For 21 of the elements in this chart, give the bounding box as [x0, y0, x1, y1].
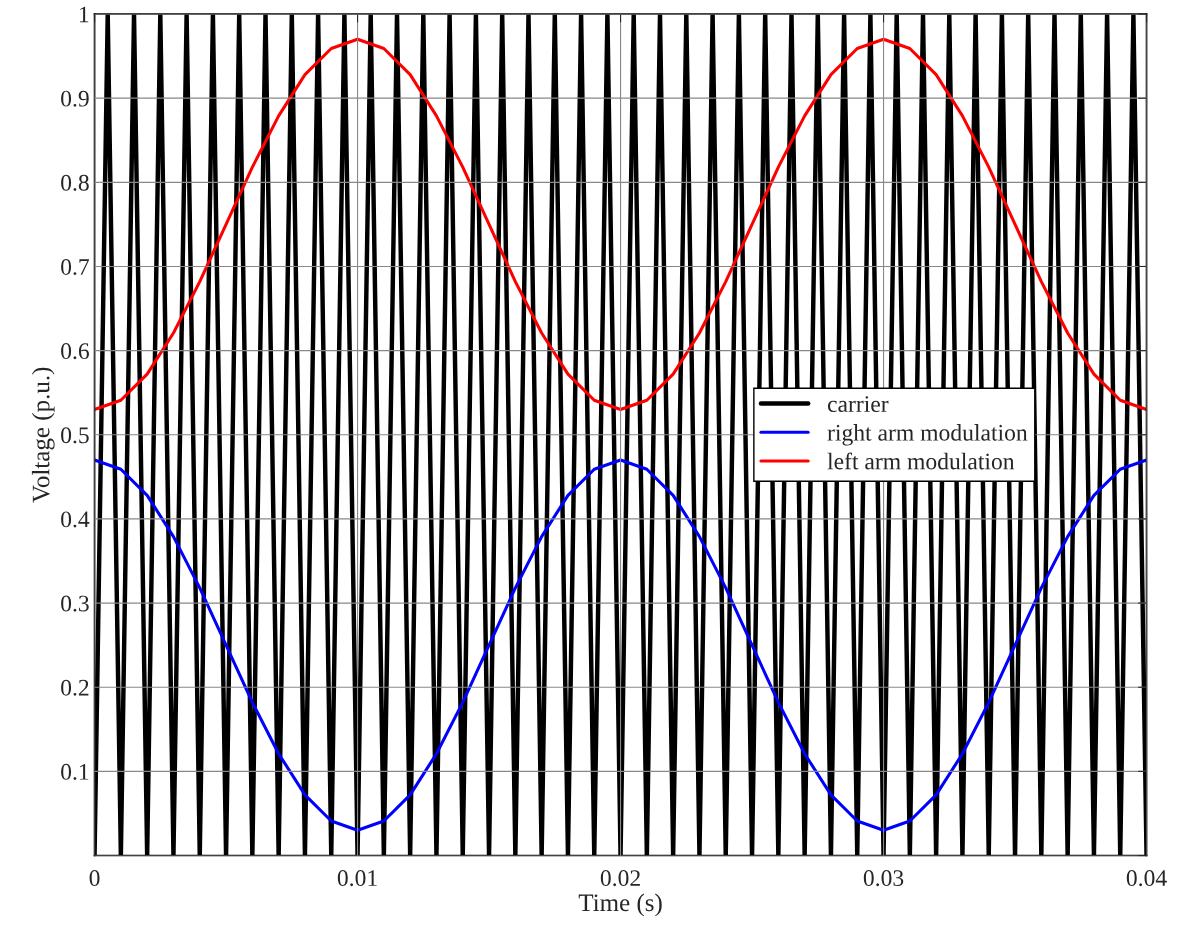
legend-label: right arm modulation: [827, 424, 1028, 446]
y-tick-label: 0.6: [61, 343, 89, 360]
y-tick-label: 0.2: [61, 679, 89, 696]
y-tick-label: 0.4: [61, 511, 90, 528]
x-tick-label: 0.03: [863, 870, 904, 887]
y-tick-label: 0.9: [61, 90, 89, 107]
y-tick-label: 0.7: [61, 258, 90, 275]
legend-label: carrier: [827, 396, 889, 413]
legend-label: left arm modulation: [827, 452, 1015, 470]
x-tick-label: 0: [89, 870, 100, 887]
line-series: [94, 37, 1147, 412]
y-tick-label: 1: [79, 6, 89, 23]
x-tick-label: 0.01: [337, 870, 377, 887]
x-axis-title: Time (s): [578, 893, 662, 917]
y-tick-label: 0.5: [61, 427, 89, 444]
y-tick-label: 0.3: [61, 595, 89, 612]
y-axis-title: Voltage (p.u.): [31, 367, 55, 503]
x-tick-label: 0.02: [600, 870, 640, 887]
y-tick-label: 0.1: [61, 763, 89, 780]
y-tick-label: 0.8: [61, 174, 89, 191]
x-tick-label: 0.04: [1126, 870, 1167, 887]
